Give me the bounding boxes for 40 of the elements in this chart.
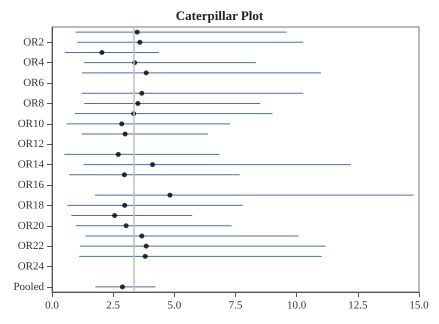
point bbox=[112, 213, 118, 218]
y-tick-label: OR12 bbox=[18, 138, 44, 150]
y-tick-label: OR24 bbox=[18, 260, 44, 273]
y-tick-label: OR14 bbox=[18, 158, 44, 171]
point bbox=[137, 40, 142, 45]
point bbox=[122, 202, 128, 208]
x-tick-label: 12.5 bbox=[348, 300, 368, 312]
point bbox=[135, 100, 140, 106]
point bbox=[167, 192, 172, 198]
x-tick-label: 2.5 bbox=[106, 300, 121, 312]
point bbox=[122, 172, 127, 178]
point bbox=[99, 50, 104, 55]
y-tick-label: OR22 bbox=[18, 240, 44, 252]
point bbox=[144, 70, 149, 76]
y-tick-label: OR18 bbox=[18, 199, 44, 212]
y-tick-label: OR6 bbox=[23, 77, 44, 90]
point bbox=[120, 284, 125, 290]
y-tick-label: OR8 bbox=[23, 97, 44, 110]
point bbox=[150, 162, 156, 168]
x-tick-label: 0.0 bbox=[45, 300, 60, 312]
point bbox=[144, 244, 149, 249]
point bbox=[119, 121, 124, 126]
point bbox=[124, 223, 129, 228]
point bbox=[139, 90, 144, 96]
point bbox=[134, 30, 140, 35]
y-tick-label: OR16 bbox=[18, 178, 44, 191]
y-tick-label: OR2 bbox=[23, 36, 44, 48]
x-tick-label: 5.0 bbox=[167, 300, 182, 312]
x-tick-label: 10.0 bbox=[287, 300, 307, 312]
y-tick-label: Pooled bbox=[13, 280, 44, 293]
y-tick-label: OR20 bbox=[18, 220, 44, 232]
point bbox=[116, 152, 121, 157]
point bbox=[142, 254, 148, 259]
point bbox=[122, 132, 128, 137]
chart-title: Caterpillar Plot bbox=[176, 8, 264, 23]
point bbox=[139, 233, 144, 238]
y-tick-label: OR4 bbox=[23, 56, 44, 69]
x-tick-label: 7.5 bbox=[228, 300, 243, 312]
x-tick-label: 15.0 bbox=[409, 300, 430, 312]
y-tick-label: OR10 bbox=[18, 118, 44, 130]
